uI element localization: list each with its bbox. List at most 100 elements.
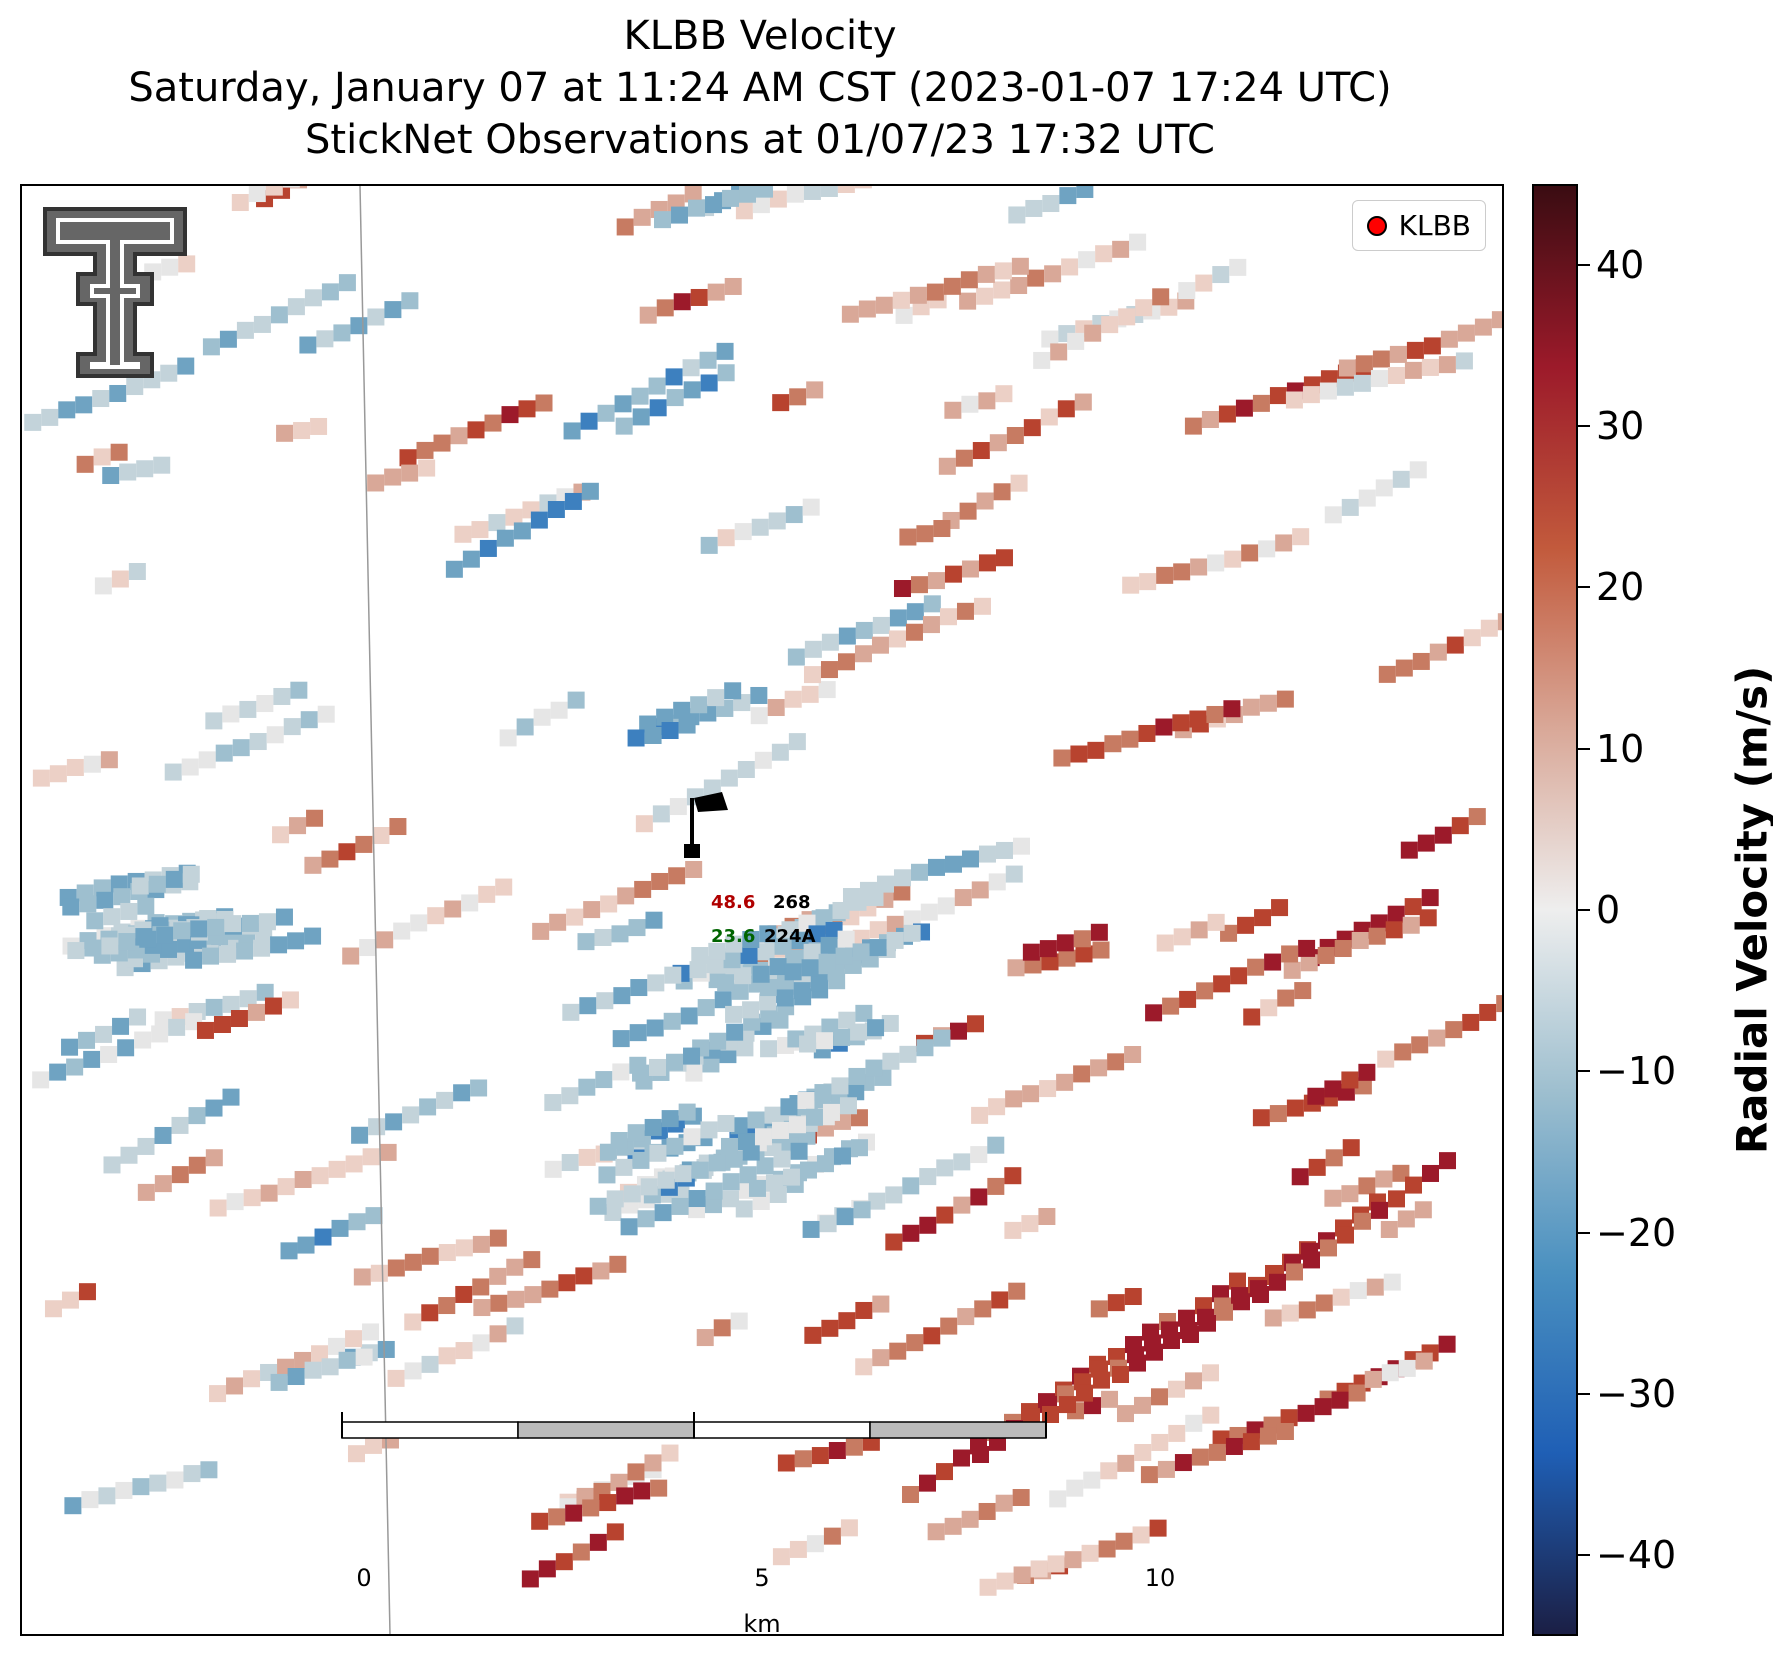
colorbar-tick-mark — [1578, 263, 1590, 266]
velocity-cell — [230, 1010, 248, 1028]
velocity-cell — [136, 460, 154, 478]
velocity-cell — [171, 1166, 189, 1184]
velocity-cell — [488, 514, 506, 532]
velocity-cell — [153, 456, 171, 474]
velocity-cell — [359, 939, 377, 957]
velocity-cell — [577, 933, 595, 951]
velocity-cell — [1208, 1443, 1226, 1461]
velocity-cell — [709, 1032, 727, 1050]
velocity-cell — [919, 1216, 937, 1234]
velocity-cell — [219, 330, 237, 348]
velocity-cell — [903, 910, 921, 928]
velocity-cell — [1395, 659, 1413, 677]
velocity-cell — [376, 931, 394, 949]
velocity-cell — [688, 199, 706, 217]
colorbar-tick-label: 40 — [1596, 242, 1645, 287]
velocity-cell — [281, 991, 299, 1009]
velocity-cell — [776, 989, 794, 1007]
velocity-cell — [181, 758, 199, 776]
velocity-cell — [236, 942, 254, 960]
velocity-cell — [83, 1050, 101, 1068]
velocity-cell — [1155, 718, 1173, 736]
velocity-cell — [222, 995, 240, 1013]
velocity-cell — [612, 1063, 630, 1081]
velocity-cell — [1201, 410, 1219, 428]
velocity-cell — [1320, 1239, 1337, 1257]
velocity-cell — [205, 998, 223, 1016]
velocity-cell — [854, 645, 872, 663]
velocity-cell — [1145, 1004, 1163, 1022]
velocity-cell — [128, 563, 146, 581]
velocity-cell — [350, 317, 368, 335]
velocity-cell — [1218, 405, 1236, 423]
velocity-cell — [610, 1132, 628, 1150]
velocity-cell — [1398, 1359, 1416, 1377]
velocity-cell — [1201, 1364, 1219, 1382]
velocity-cell — [1385, 921, 1403, 939]
velocity-cell — [277, 1178, 295, 1196]
velocity-cell — [1298, 1301, 1316, 1319]
velocity-cell — [1269, 387, 1287, 405]
velocity-cell — [882, 1052, 900, 1070]
velocity-cell — [1100, 1462, 1118, 1480]
velocity-cell — [1202, 1406, 1220, 1424]
velocity-cell — [1336, 378, 1354, 396]
velocity-cell — [1351, 931, 1369, 949]
velocity-cell — [1434, 826, 1452, 844]
velocity-cell — [953, 1449, 970, 1467]
velocity-cell — [126, 378, 144, 396]
velocity-cell — [1394, 1043, 1412, 1061]
velocity-cell — [1095, 245, 1113, 263]
colorbar-tick-label: 20 — [1596, 565, 1645, 610]
velocity-cell — [304, 1361, 322, 1379]
velocity-cell — [623, 1185, 641, 1203]
velocity-cell — [215, 744, 233, 762]
velocity-cell — [578, 1078, 596, 1096]
velocity-cell — [156, 926, 174, 944]
colorbar-tick-label: −30 — [1596, 1372, 1677, 1416]
velocity-cell — [994, 262, 1012, 280]
velocity-cell — [241, 914, 259, 932]
velocity-cell — [453, 1084, 471, 1102]
velocity-cell — [1297, 1404, 1315, 1422]
velocity-cell — [1235, 399, 1253, 417]
velocity-cell — [1303, 1251, 1320, 1269]
velocity-cell — [1212, 266, 1230, 284]
velocity-cell — [1134, 1444, 1152, 1462]
velocity-cell — [1358, 489, 1376, 507]
velocity-cell — [903, 924, 921, 942]
velocity-cell — [314, 1228, 332, 1246]
radar-map-panel[interactable]: KLBB 48.6 268 23.6 224A 0 5 10 km — [20, 184, 1504, 1636]
velocity-cell — [518, 400, 536, 418]
velocity-cell — [62, 898, 80, 916]
velocity-cell — [283, 718, 301, 736]
velocity-cell — [836, 1208, 854, 1226]
velocity-cell — [1370, 370, 1388, 388]
velocity-cell — [561, 1154, 579, 1172]
velocity-cell — [742, 1001, 760, 1019]
velocity-cell — [700, 374, 718, 392]
velocity-cell — [67, 942, 85, 960]
velocity-cell — [671, 1197, 689, 1215]
velocity-cell — [1138, 724, 1156, 742]
velocity-cell — [280, 1242, 298, 1260]
velocity-cell — [1286, 1099, 1304, 1117]
velocity-cell — [582, 1499, 600, 1517]
velocity-cell — [919, 1474, 936, 1492]
velocity-cell — [1132, 1526, 1150, 1544]
velocity-cell — [115, 1481, 133, 1499]
velocity-cell — [739, 1166, 757, 1184]
velocity-cell — [1011, 257, 1029, 275]
velocity-cell — [609, 1255, 627, 1273]
velocity-cell — [595, 1071, 613, 1089]
velocity-cell — [906, 1334, 924, 1352]
velocity-cell — [1090, 923, 1108, 941]
velocity-cell — [137, 897, 155, 915]
velocity-cell — [1173, 928, 1191, 946]
colorbar-tick-mark — [1578, 747, 1590, 750]
velocity-cell — [331, 1219, 349, 1237]
velocity-cell — [549, 913, 567, 931]
velocity-cell — [691, 1161, 709, 1179]
velocity-cell — [120, 902, 138, 920]
velocity-cell — [177, 357, 195, 375]
